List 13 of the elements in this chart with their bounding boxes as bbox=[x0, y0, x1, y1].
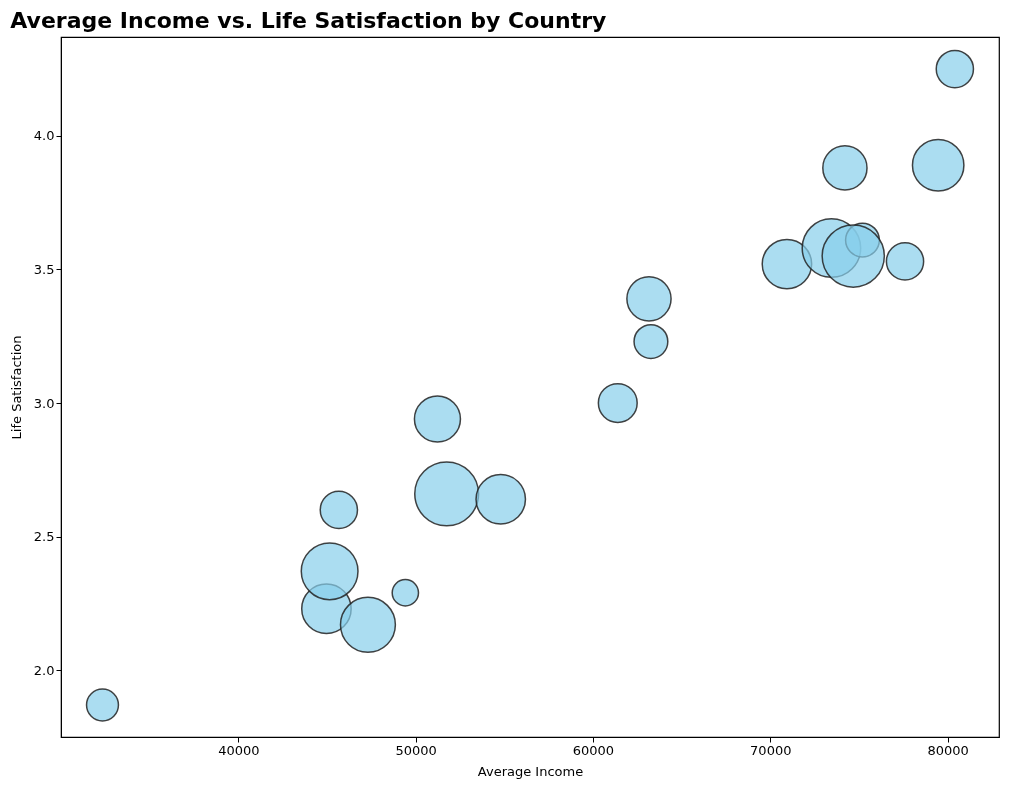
y-tick-label: 2.5 bbox=[33, 529, 55, 545]
x-tick-label: 50000 bbox=[395, 742, 437, 758]
y-tick-label: 3.0 bbox=[33, 395, 55, 411]
chart-title: Average Income vs. Life Satisfaction by Country bbox=[10, 8, 607, 33]
y-axis-title: Life Satisfaction bbox=[8, 335, 24, 440]
x-axis-title: Average Income bbox=[477, 763, 584, 779]
y-tick-label: 4.0 bbox=[33, 128, 55, 144]
x-tick-label: 80000 bbox=[927, 742, 969, 758]
x-tick-label: 40000 bbox=[218, 742, 260, 758]
x-tick-label: 70000 bbox=[750, 742, 792, 758]
y-tick-label: 3.5 bbox=[33, 261, 55, 277]
x-tick-label: 60000 bbox=[572, 742, 615, 758]
y-tick-label: 2.0 bbox=[33, 662, 55, 678]
